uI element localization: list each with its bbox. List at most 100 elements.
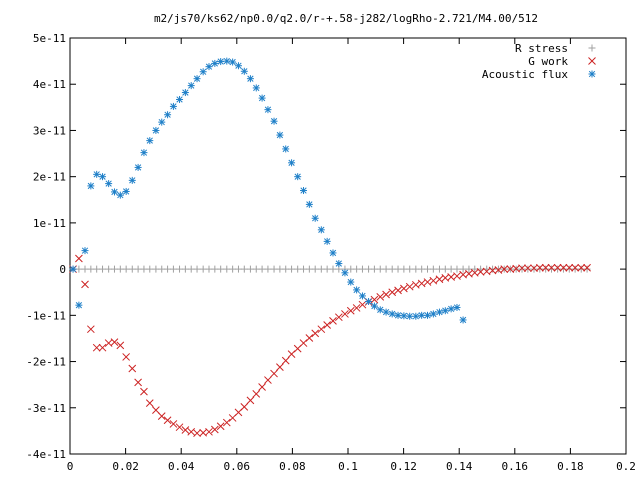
point-plus [577, 265, 585, 273]
point-plus [394, 265, 402, 273]
point-star [418, 311, 426, 319]
point-star [128, 176, 136, 184]
point-star [205, 63, 213, 71]
point-plus [418, 265, 426, 273]
point-plus [122, 265, 130, 273]
point-plus [412, 265, 420, 273]
point-cross [394, 286, 402, 295]
point-star [453, 303, 461, 311]
point-plus [489, 265, 497, 273]
point-plus [365, 265, 373, 273]
point-plus [81, 265, 89, 273]
point-plus [435, 265, 443, 273]
point-cross [210, 425, 219, 434]
point-plus [176, 265, 184, 273]
point-star [347, 278, 355, 286]
point-star [341, 269, 349, 277]
point-plus [494, 265, 502, 273]
point-plus [388, 265, 396, 273]
point-cross [110, 338, 119, 346]
point-plus [152, 265, 160, 273]
point-star [276, 131, 284, 139]
point-star [110, 188, 118, 196]
point-cross [181, 426, 190, 434]
point-plus [447, 265, 455, 273]
point-star [329, 249, 337, 257]
point-star [406, 312, 414, 320]
y-tick-label: 1e-11 [33, 217, 66, 230]
point-star [187, 82, 195, 90]
y-tick-label: -4e-11 [26, 448, 66, 461]
point-cross [577, 263, 586, 272]
point-cross [524, 264, 532, 273]
point-cross [128, 364, 137, 373]
point-star [435, 308, 443, 316]
point-cross [535, 263, 544, 272]
point-cross [512, 264, 521, 273]
point-cross [157, 412, 166, 420]
x-tick-label: 0 [67, 460, 74, 473]
legend-marker-cross [588, 57, 596, 65]
point-star [158, 118, 166, 126]
x-tick-label: 0.08 [279, 460, 306, 473]
point-cross [317, 325, 326, 334]
point-cross [476, 268, 485, 276]
point-plus [323, 265, 331, 273]
point-cross [86, 325, 95, 334]
point-cross [92, 343, 101, 352]
point-star [270, 117, 278, 125]
point-cross [122, 353, 131, 361]
point-plus [329, 265, 337, 273]
point-star [134, 163, 142, 171]
point-cross [388, 288, 397, 297]
point-plus [146, 265, 154, 273]
y-tick-label: 3e-11 [33, 124, 66, 137]
point-plus [270, 265, 278, 273]
point-plus [193, 265, 201, 273]
point-star [223, 57, 231, 65]
point-plus [223, 265, 231, 273]
point-plus [134, 265, 142, 273]
point-cross [116, 341, 125, 350]
point-cross [329, 317, 337, 325]
point-plus [471, 265, 479, 273]
point-star [252, 84, 260, 92]
point-star [258, 94, 266, 102]
x-tick-label: 0.04 [168, 460, 195, 473]
axis-ticks: 0 0.02 0.04 0.06 0.08 0.1 0.12 0.14 0.16 0.18 0.2 -… [26, 32, 636, 473]
point-cross [252, 390, 261, 398]
x-tick-label: 0.14 [446, 460, 473, 473]
point-star [181, 89, 189, 97]
point-cross [222, 418, 231, 427]
point-plus [158, 265, 166, 273]
point-plus [353, 265, 361, 273]
point-cross [500, 265, 509, 273]
legend-label: Acoustic flux [482, 68, 568, 81]
point-cross [75, 254, 83, 263]
legend-label: R stress [515, 42, 568, 55]
point-plus [536, 265, 544, 273]
point-cross [187, 427, 196, 436]
point-cross [405, 282, 414, 291]
point-cross [352, 304, 361, 312]
point-cross [264, 376, 272, 384]
point-plus [75, 265, 83, 273]
point-plus [453, 265, 461, 273]
point-star [394, 311, 402, 319]
point-plus [542, 265, 550, 273]
point-plus [370, 265, 378, 273]
x-tick-label: 0.1 [338, 460, 358, 473]
point-cross [240, 402, 249, 411]
point-cross [358, 300, 367, 309]
point-cross [152, 406, 160, 414]
point-star [459, 316, 467, 324]
point-plus [294, 265, 302, 273]
point-plus [240, 265, 248, 273]
point-star [264, 106, 272, 114]
point-plus [300, 265, 308, 273]
point-star [234, 62, 242, 70]
point-star [169, 102, 177, 110]
point-cross [81, 280, 89, 289]
point-star [311, 214, 319, 222]
point-cross [565, 263, 574, 272]
